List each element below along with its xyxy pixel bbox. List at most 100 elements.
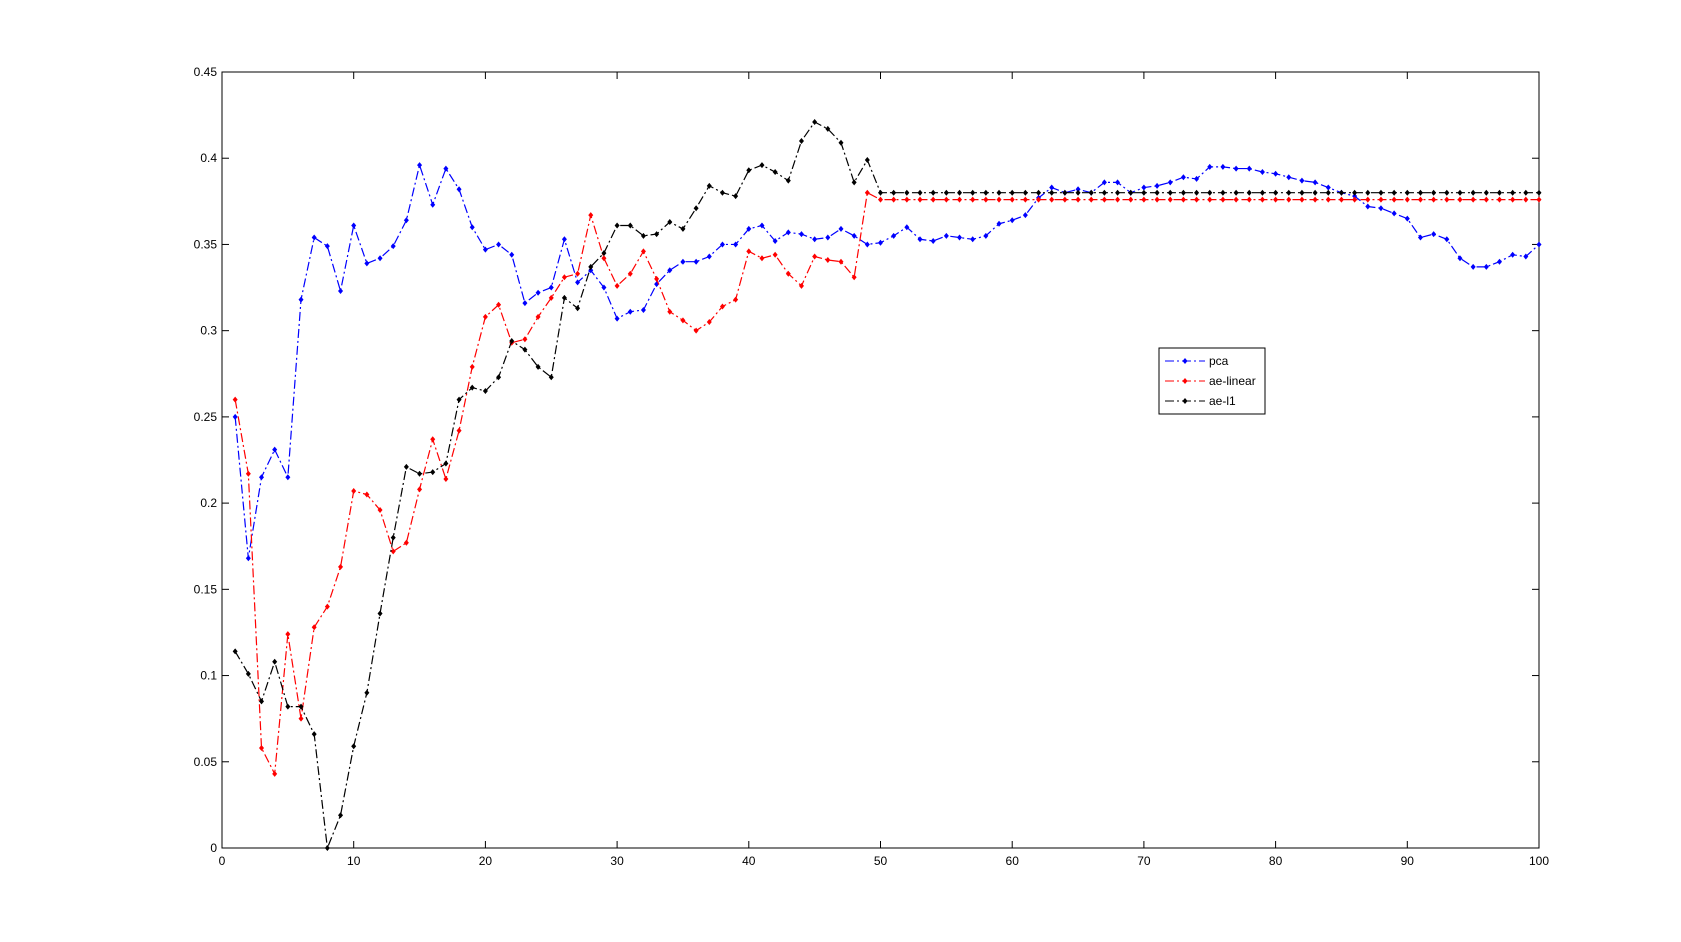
point-marker — [825, 125, 831, 132]
point-marker — [496, 241, 502, 248]
point-marker — [1088, 196, 1094, 203]
point-marker — [733, 296, 739, 303]
point-marker — [614, 315, 620, 322]
point-marker — [1325, 189, 1331, 196]
point-marker — [1431, 196, 1437, 203]
point-marker — [456, 186, 462, 193]
point-marker — [245, 470, 251, 477]
point-marker — [430, 469, 436, 476]
point-marker — [785, 177, 791, 184]
point-marker — [443, 460, 449, 467]
series-line — [234, 191, 1539, 776]
point-marker — [1523, 196, 1529, 203]
point-marker — [1167, 196, 1173, 203]
point-marker — [561, 236, 567, 243]
point-marker — [1312, 179, 1318, 186]
point-marker — [232, 396, 238, 403]
point-marker — [245, 555, 251, 562]
point-marker — [1273, 196, 1279, 203]
point-marker — [1431, 189, 1437, 196]
point-marker — [878, 189, 883, 196]
point-marker — [1180, 196, 1186, 203]
point-marker — [259, 744, 265, 751]
x-tick-label: 90 — [1401, 854, 1415, 868]
point-marker — [733, 241, 739, 248]
x-tick-label: 40 — [742, 854, 756, 868]
series-line — [234, 121, 1539, 849]
point-marker — [1049, 196, 1055, 203]
point-marker — [1444, 196, 1450, 203]
point-marker — [1444, 189, 1450, 196]
point-marker — [943, 196, 949, 203]
point-marker — [1457, 189, 1463, 196]
point-marker — [1115, 189, 1121, 196]
point-marker — [1483, 263, 1489, 270]
point-marker — [417, 486, 423, 493]
point-marker — [1259, 189, 1265, 196]
point-marker — [1470, 196, 1476, 203]
point-marker — [719, 241, 725, 248]
point-marker — [509, 251, 515, 258]
point-marker — [1352, 189, 1358, 196]
point-marker — [1391, 196, 1397, 203]
point-marker — [1194, 196, 1200, 203]
point-marker — [1325, 196, 1331, 203]
point-marker — [1009, 217, 1015, 224]
point-marker — [983, 232, 989, 239]
point-marker — [1009, 196, 1015, 203]
point-marker — [838, 139, 844, 146]
point-marker — [1154, 196, 1160, 203]
point-marker — [1088, 189, 1094, 196]
point-marker — [1299, 177, 1305, 184]
point-marker — [338, 288, 344, 295]
point-marker — [324, 243, 330, 250]
point-marker — [1207, 196, 1213, 203]
point-marker — [812, 253, 818, 260]
point-marker — [654, 275, 660, 282]
point-marker — [772, 237, 778, 244]
point-marker — [1378, 189, 1384, 196]
point-marker — [1049, 184, 1055, 191]
point-marker — [614, 282, 620, 289]
point-marker — [1154, 189, 1160, 196]
point-marker — [1536, 241, 1542, 248]
point-marker — [785, 229, 791, 236]
point-marker — [1286, 196, 1292, 203]
point-marker — [496, 374, 502, 381]
legend-marker — [1182, 358, 1188, 364]
point-marker — [812, 119, 818, 126]
point-marker — [1299, 196, 1305, 203]
point-marker — [456, 396, 462, 403]
point-marker — [535, 363, 541, 370]
point-marker — [1273, 170, 1279, 177]
point-marker — [364, 689, 370, 696]
point-marker — [667, 308, 673, 315]
point-marker — [1167, 189, 1173, 196]
point-marker — [272, 446, 278, 453]
point-marker — [864, 189, 870, 196]
y-tick-label: 0.1 — [200, 669, 217, 683]
legend-marker — [1182, 398, 1188, 404]
point-marker — [1312, 196, 1318, 203]
point-marker — [719, 303, 725, 310]
point-marker — [1417, 234, 1423, 241]
point-marker — [1457, 196, 1463, 203]
x-tick-label: 20 — [479, 854, 493, 868]
point-marker — [1075, 189, 1081, 196]
point-marker — [1220, 163, 1226, 170]
point-marker — [443, 475, 449, 482]
point-marker — [640, 248, 646, 255]
point-marker — [1062, 196, 1068, 203]
point-marker — [482, 246, 488, 253]
point-marker — [522, 346, 528, 353]
point-marker — [1483, 196, 1489, 203]
point-marker — [1022, 212, 1028, 219]
point-marker — [904, 196, 910, 203]
point-marker — [1022, 196, 1028, 203]
point-marker — [1128, 196, 1134, 203]
point-marker — [338, 563, 344, 570]
point-marker — [798, 137, 804, 144]
point-marker — [417, 162, 423, 169]
point-marker — [878, 239, 883, 246]
point-marker — [311, 624, 317, 631]
